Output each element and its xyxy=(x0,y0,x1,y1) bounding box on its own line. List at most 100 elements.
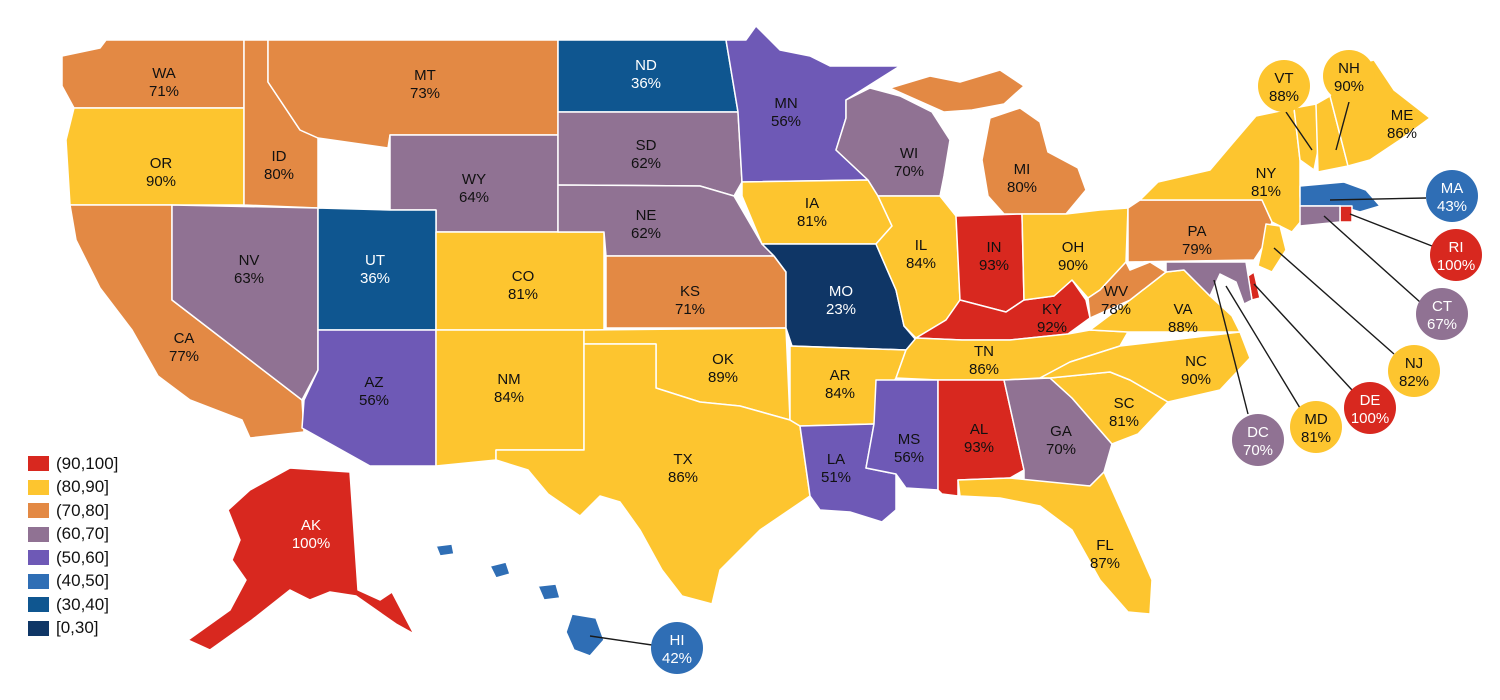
callout-circle-ct[interactable] xyxy=(1416,288,1468,340)
legend-label: (60,70] xyxy=(56,524,109,544)
state-value-pa: 79% xyxy=(1182,241,1212,258)
state-label-sd: SD xyxy=(636,137,657,154)
legend-swatch xyxy=(28,526,49,542)
legend-item-80-90: (80,90] xyxy=(28,476,118,500)
state-shape-nj[interactable] xyxy=(1257,223,1287,273)
legend-label: (30,40] xyxy=(56,594,109,614)
legend-swatch xyxy=(28,597,49,613)
state-shape-sd[interactable] xyxy=(557,111,743,197)
callout-leader-line xyxy=(589,635,653,646)
legend-item-40-50: (40,50] xyxy=(28,570,118,594)
state-shape-hi-oahu[interactable] xyxy=(489,561,511,579)
legend-item-0-30: [0,30] xyxy=(28,617,118,641)
state-label-nv: NV xyxy=(239,252,260,269)
state-value-id: 80% xyxy=(264,166,294,183)
state-value-mi: 80% xyxy=(1007,179,1037,196)
state-label-ut: UT xyxy=(365,252,385,269)
state-value-sd: 62% xyxy=(631,155,661,172)
state-shape-ia[interactable] xyxy=(741,179,893,245)
callout-circle-nj[interactable] xyxy=(1388,345,1440,397)
state-shape-hi-big[interactable] xyxy=(565,613,605,657)
state-shape-ak[interactable] xyxy=(187,467,415,651)
state-label-va: VA xyxy=(1174,301,1193,318)
callout-circle-dc[interactable] xyxy=(1232,414,1284,466)
state-label-la: LA xyxy=(827,451,845,468)
state-label-or: OR xyxy=(150,155,173,172)
state-label-ne: NE xyxy=(636,207,657,224)
state-value-mn: 56% xyxy=(771,113,801,130)
state-label-ms: MS xyxy=(898,431,921,448)
legend-label: (50,60] xyxy=(56,547,109,567)
state-value-sc: 81% xyxy=(1109,413,1139,430)
callout-value-ri: 100% xyxy=(1437,257,1475,274)
state-shape-mi-up[interactable] xyxy=(889,69,1025,113)
callout-value-hi: 42% xyxy=(662,650,692,667)
state-value-ak: 100% xyxy=(292,535,330,552)
callout-label-ct: CT xyxy=(1432,298,1452,315)
state-shape-md[interactable] xyxy=(1165,261,1253,305)
legend-label: (80,90] xyxy=(56,477,109,497)
state-shape-nv[interactable] xyxy=(171,204,319,401)
legend-swatch xyxy=(28,573,49,589)
callout-leader-line xyxy=(1349,213,1433,247)
state-value-tn: 86% xyxy=(969,361,999,378)
state-label-mn: MN xyxy=(774,95,797,112)
callout-value-md: 81% xyxy=(1301,429,1331,446)
callout-circle-hi[interactable] xyxy=(651,622,703,674)
callout-circle-de[interactable] xyxy=(1344,382,1396,434)
state-value-ny: 81% xyxy=(1251,183,1281,200)
legend-label: (90,100] xyxy=(56,453,119,473)
callout-circle-nh[interactable] xyxy=(1323,50,1375,102)
state-value-wy: 64% xyxy=(459,189,489,206)
state-shape-mi[interactable] xyxy=(981,107,1087,215)
state-label-wy: WY xyxy=(462,171,486,188)
callout-circle-ri[interactable] xyxy=(1430,229,1482,281)
state-value-me: 86% xyxy=(1387,125,1417,142)
state-shape-vt[interactable] xyxy=(1293,103,1319,171)
state-shape-nc[interactable] xyxy=(1039,331,1251,403)
state-value-ar: 84% xyxy=(825,385,855,402)
callout-label-ri: RI xyxy=(1449,239,1464,256)
state-label-wi: WI xyxy=(900,145,918,162)
state-value-or: 90% xyxy=(146,173,176,190)
state-value-la: 51% xyxy=(821,469,851,486)
state-label-in: IN xyxy=(987,239,1002,256)
state-value-az: 56% xyxy=(359,392,389,409)
state-shape-ut[interactable] xyxy=(317,207,437,331)
callout-leader-line xyxy=(1323,215,1421,303)
state-label-ar: AR xyxy=(830,367,851,384)
callout-value-nj: 82% xyxy=(1399,373,1429,390)
state-value-ms: 56% xyxy=(894,449,924,466)
state-shape-wi[interactable] xyxy=(835,87,951,197)
state-value-il: 84% xyxy=(906,255,936,272)
state-shape-hi-kauai[interactable] xyxy=(435,543,455,557)
state-shape-hi-maui[interactable] xyxy=(537,583,561,601)
state-label-mt: MT xyxy=(414,67,436,84)
callout-circle-ma[interactable] xyxy=(1426,170,1478,222)
callout-label-hi: HI xyxy=(670,632,685,649)
state-shape-fl[interactable] xyxy=(957,471,1153,615)
state-label-mi: MI xyxy=(1014,161,1031,178)
legend-item-50-60: (50,60] xyxy=(28,546,118,570)
state-label-fl: FL xyxy=(1096,537,1114,554)
callout-circle-vt[interactable] xyxy=(1258,60,1310,112)
state-label-nd: ND xyxy=(635,57,657,74)
legend-item-90-100: (90,100] xyxy=(28,452,118,476)
state-value-nm: 84% xyxy=(494,389,524,406)
state-label-ak: AK xyxy=(301,517,321,534)
state-label-ca: CA xyxy=(174,330,195,347)
state-value-co: 81% xyxy=(508,286,538,303)
legend-swatch xyxy=(28,479,49,495)
callout-circle-md[interactable] xyxy=(1290,401,1342,453)
state-shape-ct[interactable] xyxy=(1299,205,1341,227)
callout-value-de: 100% xyxy=(1351,410,1389,427)
callout-leader-line xyxy=(1273,247,1395,355)
state-value-wa: 71% xyxy=(149,83,179,100)
callout-leader-line xyxy=(1335,101,1350,151)
state-value-fl: 87% xyxy=(1090,555,1120,572)
state-value-in: 93% xyxy=(979,257,1009,274)
state-value-oh: 90% xyxy=(1058,257,1088,274)
callout-value-dc: 70% xyxy=(1243,442,1273,459)
legend-swatch xyxy=(28,550,49,566)
state-shape-tx[interactable] xyxy=(495,343,811,605)
